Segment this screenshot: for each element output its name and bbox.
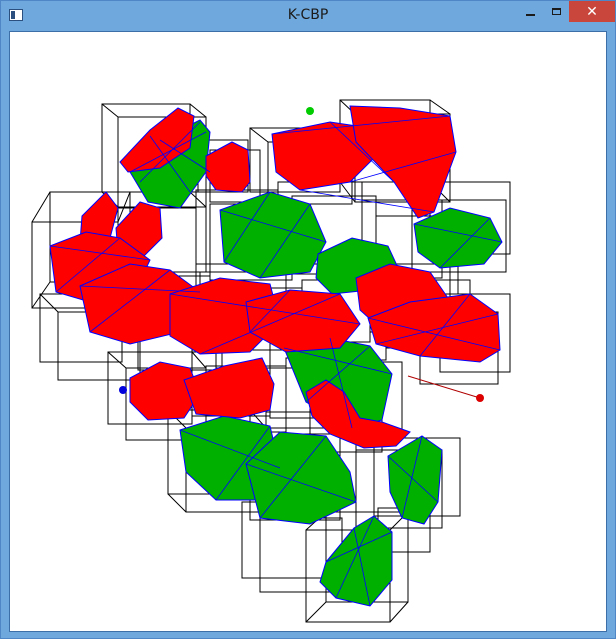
maximize-button[interactable]: [543, 1, 569, 22]
y-axis-marker[interactable]: [306, 107, 314, 115]
mesh-edges: [49, 115, 503, 607]
app-window-icon[interactable]: [9, 9, 23, 21]
x-axis-line: [407, 375, 481, 399]
3d-scene[interactable]: [10, 32, 606, 631]
render-viewport[interactable]: [9, 31, 607, 632]
close-button[interactable]: ✕: [569, 1, 615, 22]
window-title: K-CBP: [287, 7, 329, 23]
minimize-icon: [525, 13, 535, 16]
maximize-icon: [551, 8, 561, 15]
close-icon: ✕: [586, 3, 598, 20]
minimize-button[interactable]: [517, 1, 543, 22]
title-bar[interactable]: K-CBP ✕: [1, 1, 615, 31]
z-axis-marker[interactable]: [119, 386, 127, 394]
x-axis-marker[interactable]: [476, 394, 484, 402]
green-particles: [129, 119, 503, 607]
red-particles: [49, 105, 501, 449]
